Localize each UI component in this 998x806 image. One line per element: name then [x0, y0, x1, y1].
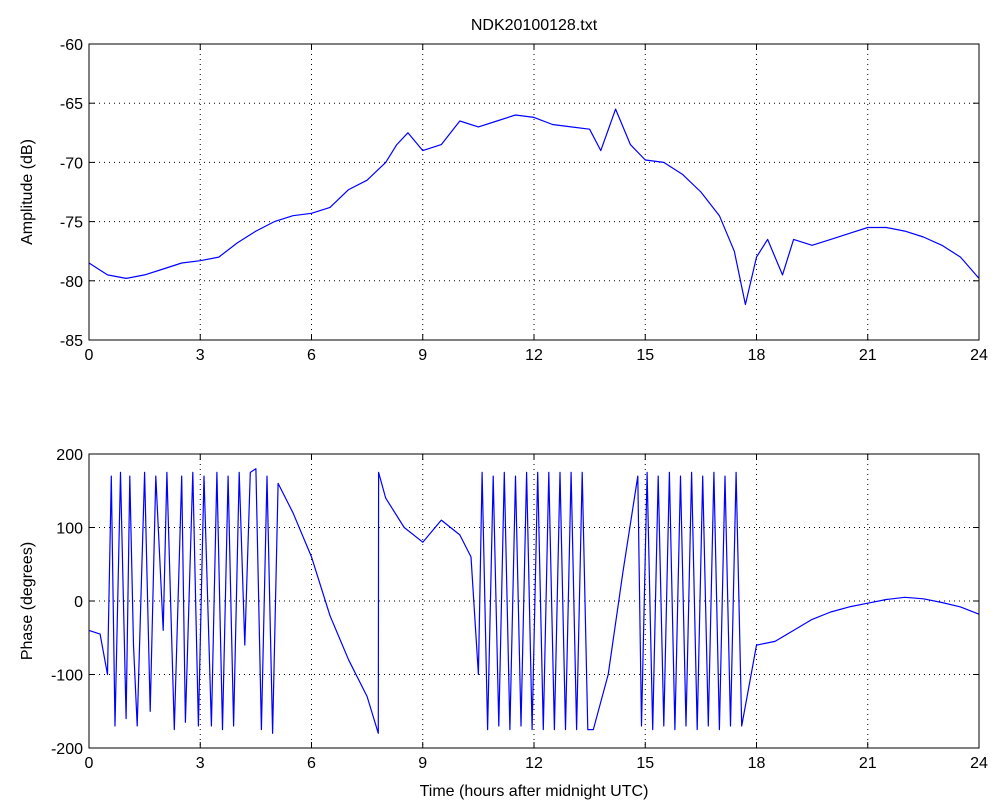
y-tick-label: -100	[51, 668, 83, 685]
x-tick-label: 9	[418, 755, 427, 772]
y-tick-label: -80	[60, 274, 83, 291]
y-tick-label: 0	[74, 594, 83, 611]
amplitude-plot: 0 3 6 9 12 15 18 21 24 -85 -80 -75 -70 -65 -60 Amplitud…	[19, 37, 988, 364]
x-tick-label: 18	[748, 347, 766, 364]
x-axis-label: Time (hours after midnight UTC)	[420, 783, 649, 800]
y-tick-label: -200	[51, 741, 83, 758]
x-tick-label: 6	[307, 755, 316, 772]
series-line	[88, 468, 980, 734]
x-tick-label: 12	[525, 347, 543, 364]
y-tick-label: -60	[60, 37, 83, 54]
x-tick-label: 15	[636, 347, 654, 364]
x-tick-label: 21	[859, 347, 877, 364]
x-tick-label: 24	[970, 347, 988, 364]
x-tick-label: 0	[85, 755, 94, 772]
y-tick-label: -70	[60, 155, 83, 172]
x-tick-label: 6	[307, 347, 316, 364]
y-tick-label: -65	[60, 96, 83, 113]
x-tick-label: 9	[418, 347, 427, 364]
y-axis-label: Phase (degrees)	[19, 542, 36, 660]
y-tick-label: 100	[56, 521, 83, 538]
plot-area	[89, 44, 979, 340]
phase-plot: 0 3 6 9 12 15 18 21 24 -200 -100 0 100 200 Phase (degr…	[19, 447, 988, 800]
figure-title: NDK20100128.txt	[471, 17, 598, 34]
x-tick-label: 0	[85, 347, 94, 364]
x-tick-label: 21	[859, 755, 877, 772]
x-tick-label: 15	[636, 755, 654, 772]
series-line	[88, 108, 980, 306]
x-tick-label: 12	[525, 755, 543, 772]
y-tick-label: 200	[56, 447, 83, 464]
x-tick-label: 24	[970, 755, 988, 772]
y-axis-label: Amplitude (dB)	[19, 139, 36, 245]
y-tick-label: -75	[60, 215, 83, 232]
x-tick-label: 3	[196, 755, 205, 772]
x-tick-label: 18	[748, 755, 766, 772]
x-tick-label: 3	[196, 347, 205, 364]
y-tick-label: -85	[60, 333, 83, 350]
